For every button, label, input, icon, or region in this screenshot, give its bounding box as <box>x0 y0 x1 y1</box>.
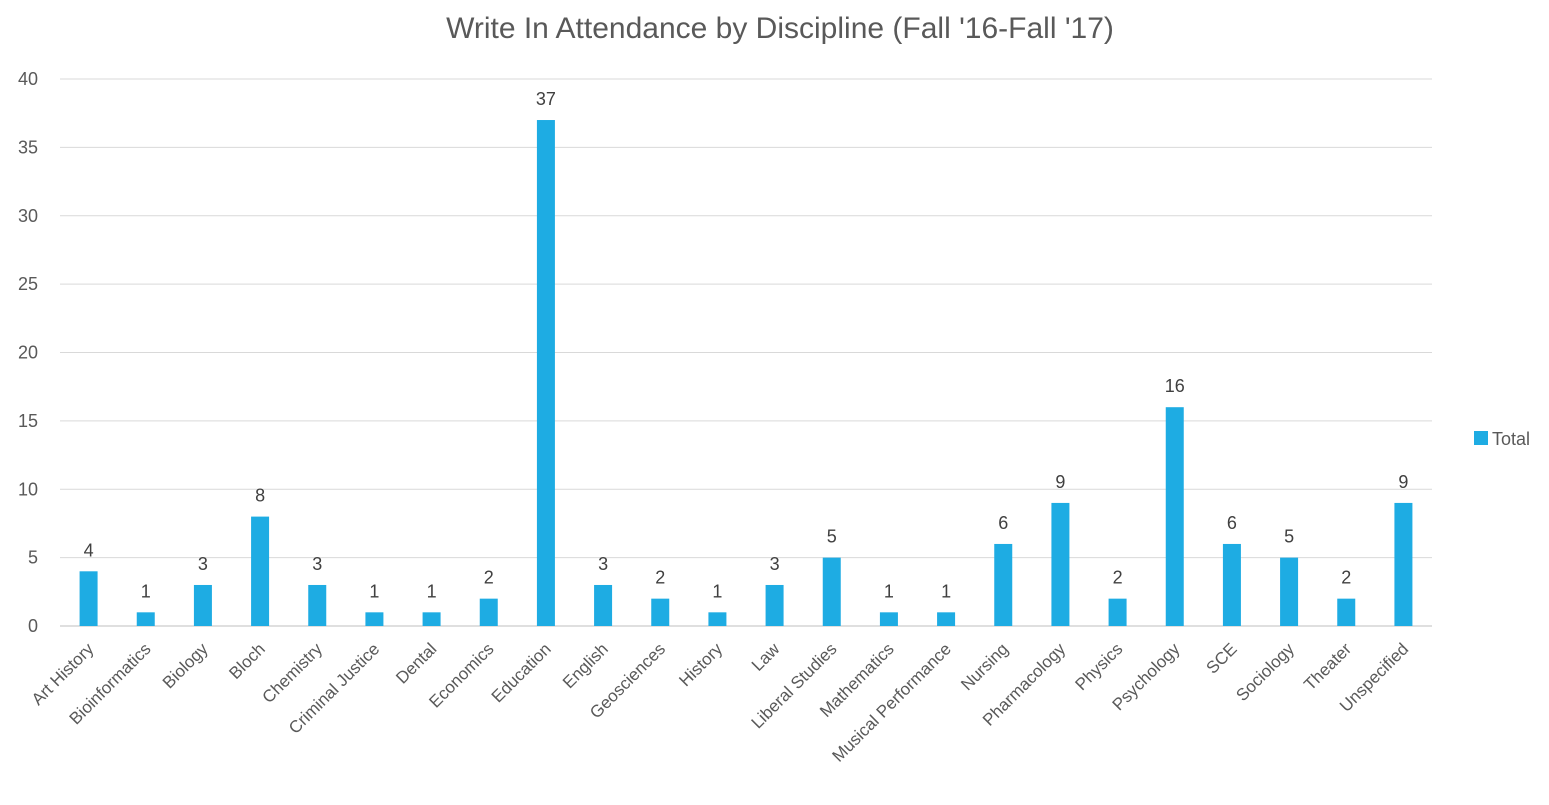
x-tick-label: History <box>675 639 726 690</box>
bar <box>1222 543 1241 626</box>
y-tick-label: 30 <box>18 206 38 226</box>
bar <box>1394 502 1413 626</box>
data-label: 3 <box>770 554 780 574</box>
data-label: 1 <box>427 581 437 601</box>
x-tick-label: Theater <box>1300 639 1355 694</box>
data-label: 1 <box>369 581 379 601</box>
bar <box>1337 598 1356 626</box>
legend: Total <box>1474 429 1530 449</box>
data-label: 4 <box>84 540 94 560</box>
y-tick-label: 10 <box>18 479 38 499</box>
data-label: 9 <box>1055 472 1065 492</box>
data-label: 2 <box>655 568 665 588</box>
y-tick-label: 40 <box>18 69 38 89</box>
data-label: 2 <box>484 568 494 588</box>
bar <box>937 612 956 626</box>
y-axis-ticks: 0 5 10 15 20 25 30 35 40 <box>18 69 38 636</box>
data-label: 37 <box>536 89 556 109</box>
y-tick-label: 5 <box>28 548 38 568</box>
bar <box>536 120 555 627</box>
data-label: 9 <box>1398 472 1408 492</box>
bar <box>422 612 441 626</box>
y-tick-label: 20 <box>18 343 38 363</box>
gridlines <box>60 78 1432 627</box>
legend-swatch <box>1474 431 1488 445</box>
bar <box>994 543 1013 626</box>
bar <box>1280 557 1299 626</box>
y-tick-label: 35 <box>18 137 38 157</box>
bar <box>79 571 98 626</box>
x-tick-label: Law <box>748 639 784 675</box>
data-label: 5 <box>1284 527 1294 547</box>
x-tick-label: Sociology <box>1232 639 1298 705</box>
x-tick-label: SCE <box>1203 639 1241 677</box>
data-label: 3 <box>312 554 322 574</box>
y-tick-label: 0 <box>28 616 38 636</box>
data-label: 1 <box>941 581 951 601</box>
data-label: 3 <box>198 554 208 574</box>
data-label: 1 <box>884 581 894 601</box>
x-tick-label: Education <box>488 639 555 706</box>
bar <box>822 557 841 626</box>
legend-label: Total <box>1492 429 1530 449</box>
bar <box>651 598 670 626</box>
bar <box>1165 407 1184 626</box>
x-tick-label: Physics <box>1072 639 1127 694</box>
x-tick-label: Dental <box>392 639 440 687</box>
x-tick-label: Bloch <box>225 639 269 683</box>
bar <box>251 516 270 626</box>
bar <box>136 612 155 626</box>
y-tick-label: 15 <box>18 411 38 431</box>
data-label: 1 <box>141 581 151 601</box>
x-tick-label: Biology <box>159 639 212 692</box>
y-tick-label: 25 <box>18 274 38 294</box>
data-label: 2 <box>1113 568 1123 588</box>
bar <box>193 584 212 626</box>
bar <box>708 612 727 626</box>
data-label: 5 <box>827 527 837 547</box>
bar <box>1108 598 1127 626</box>
bar <box>765 584 784 626</box>
x-tick-label: Nursing <box>957 639 1012 694</box>
bar <box>1051 502 1070 626</box>
bar <box>879 612 898 626</box>
bar <box>365 612 384 626</box>
x-tick-label: English <box>559 639 612 692</box>
data-label: 16 <box>1165 376 1185 396</box>
data-label: 3 <box>598 554 608 574</box>
bar <box>594 584 613 626</box>
data-label: 6 <box>998 513 1008 533</box>
data-label: 1 <box>712 581 722 601</box>
bar <box>308 584 327 626</box>
data-label: 2 <box>1341 568 1351 588</box>
data-label: 8 <box>255 486 265 506</box>
chart-title: Write In Attendance by Discipline (Fall … <box>446 12 1114 45</box>
data-label: 6 <box>1227 513 1237 533</box>
bars <box>79 120 1413 627</box>
bar <box>479 598 498 626</box>
